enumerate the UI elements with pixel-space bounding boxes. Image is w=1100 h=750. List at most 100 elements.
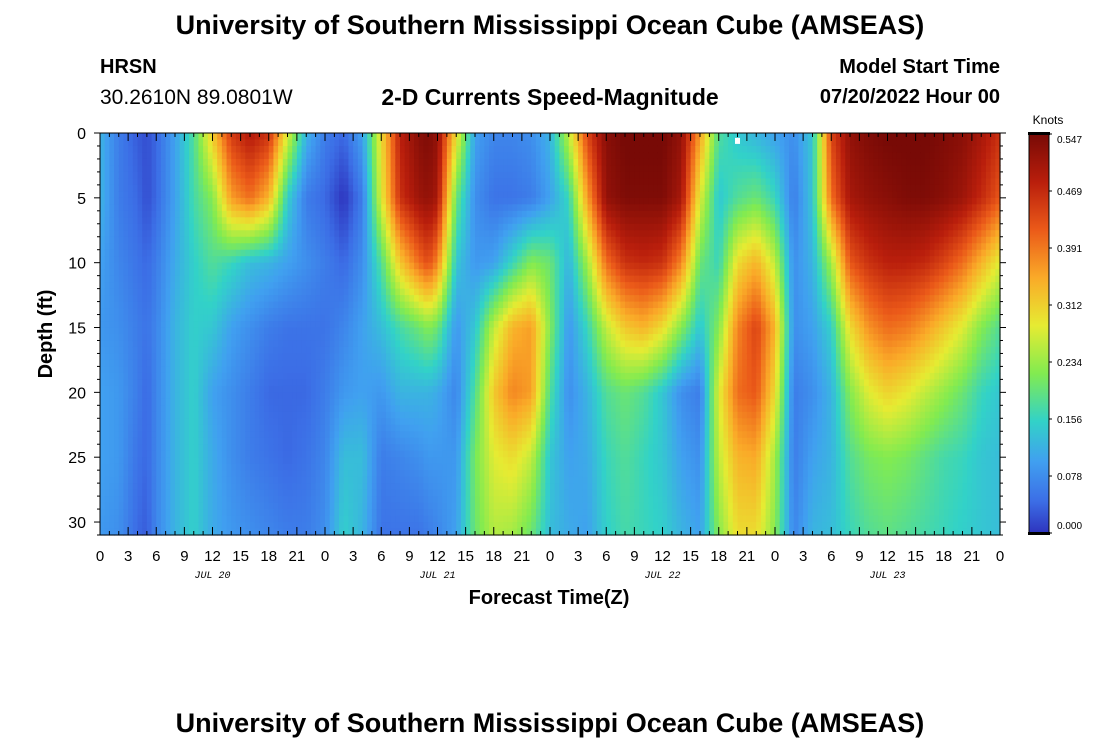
- heatmap-cell: [184, 230, 190, 238]
- heatmap-cell: [371, 178, 378, 186]
- heatmap-cell: [231, 139, 237, 147]
- heatmap-cell: [301, 314, 307, 322]
- heatmap-cell: [428, 398, 434, 406]
- heatmap-cell: [221, 489, 228, 497]
- heatmap-cell: [273, 288, 279, 296]
- heatmap-cell: [348, 171, 354, 179]
- heatmap-cell: [128, 275, 134, 283]
- heatmap-cell: [385, 398, 392, 406]
- heatmap-cell: [456, 431, 462, 439]
- heatmap-cell: [175, 444, 181, 452]
- heatmap-cell: [170, 217, 176, 225]
- heatmap-cell: [268, 288, 275, 296]
- heatmap-cell: [301, 191, 307, 199]
- heatmap-cell: [250, 379, 256, 387]
- heatmap-cell: [235, 230, 242, 238]
- heatmap-cell: [343, 139, 350, 147]
- heatmap-cell: [334, 444, 340, 452]
- heatmap-cell: [282, 476, 289, 484]
- heatmap-cell: [353, 178, 359, 186]
- heatmap-cell: [371, 411, 378, 419]
- heatmap-cell: [203, 476, 209, 484]
- heatmap-cell: [193, 295, 200, 303]
- heatmap-cell: [460, 204, 467, 212]
- heatmap-cell: [104, 528, 110, 536]
- heatmap-cell: [385, 171, 392, 179]
- heatmap-cell: [250, 398, 256, 406]
- heatmap-cell: [390, 334, 396, 342]
- heatmap-cell: [381, 327, 387, 335]
- heatmap-cell: [395, 463, 401, 471]
- heatmap-cell: [470, 223, 476, 231]
- heatmap-cell: [381, 340, 387, 348]
- heatmap-cell: [198, 457, 204, 465]
- heatmap-cell: [404, 470, 410, 478]
- heatmap-cell: [245, 321, 251, 329]
- heatmap-cell: [390, 210, 396, 218]
- heatmap-cell: [184, 411, 190, 419]
- heatmap-cell: [128, 418, 134, 426]
- heatmap-cell: [320, 353, 326, 361]
- heatmap-cell: [221, 437, 228, 445]
- heatmap-cell: [203, 340, 209, 348]
- heatmap-cell: [264, 249, 270, 257]
- heatmap-cell: [460, 269, 467, 277]
- heatmap-cell: [160, 353, 167, 361]
- heatmap-cell: [156, 450, 162, 458]
- heatmap-cell: [409, 405, 415, 413]
- heatmap-cell: [381, 379, 387, 387]
- heatmap-cell: [362, 275, 368, 283]
- heatmap-cell: [217, 243, 223, 251]
- heatmap-cell: [428, 301, 434, 309]
- heatmap-cell: [193, 379, 200, 387]
- heatmap-cell: [329, 379, 335, 387]
- heatmap-cell: [381, 133, 387, 141]
- heatmap-cell: [123, 431, 129, 439]
- heatmap-cell: [428, 243, 434, 251]
- heatmap-cell: [231, 269, 237, 277]
- heatmap-cell: [381, 476, 387, 484]
- heatmap-cell: [306, 178, 312, 186]
- heatmap-cell: [264, 256, 270, 264]
- heatmap-cell: [273, 282, 279, 290]
- heatmap-cell: [156, 334, 162, 342]
- heatmap-cell: [268, 158, 275, 167]
- heatmap-cell: [170, 204, 176, 212]
- heatmap-cell: [418, 418, 425, 426]
- heatmap-cell: [325, 301, 331, 309]
- heatmap-cell: [353, 269, 359, 277]
- heatmap-cell: [296, 133, 303, 141]
- heatmap-cell: [250, 327, 256, 335]
- heatmap-cell: [109, 366, 115, 374]
- heatmap-cell: [114, 405, 120, 413]
- heatmap-cell: [109, 133, 115, 141]
- heatmap-cell: [437, 288, 443, 296]
- heatmap-cell: [184, 385, 190, 393]
- heatmap-cell: [381, 236, 387, 244]
- heatmap-cell: [339, 463, 345, 471]
- heatmap-cell: [259, 178, 265, 186]
- heatmap-cell: [193, 139, 200, 147]
- heatmap-cell: [170, 334, 176, 342]
- heatmap-cell: [367, 457, 373, 465]
- heatmap-cell: [175, 256, 181, 264]
- heatmap-cell: [428, 230, 434, 238]
- heatmap-cell: [170, 509, 176, 517]
- heatmap-cell: [423, 405, 429, 413]
- heatmap-cell: [446, 308, 453, 316]
- heatmap-cell: [428, 502, 434, 510]
- heatmap-cell: [207, 509, 214, 517]
- heatmap-cell: [296, 385, 303, 393]
- heatmap-cell: [306, 321, 312, 329]
- heatmap-cell: [104, 145, 110, 154]
- heatmap-cell: [235, 385, 242, 393]
- heatmap-cell: [193, 275, 200, 283]
- heatmap-cell: [376, 372, 382, 380]
- heatmap-cell: [151, 133, 157, 141]
- heatmap-cell: [151, 217, 157, 225]
- heatmap-cell: [451, 372, 457, 380]
- heatmap-cell: [400, 424, 406, 432]
- heatmap-cell: [170, 288, 176, 296]
- heatmap-cell: [189, 522, 195, 530]
- heatmap-cell: [460, 171, 467, 179]
